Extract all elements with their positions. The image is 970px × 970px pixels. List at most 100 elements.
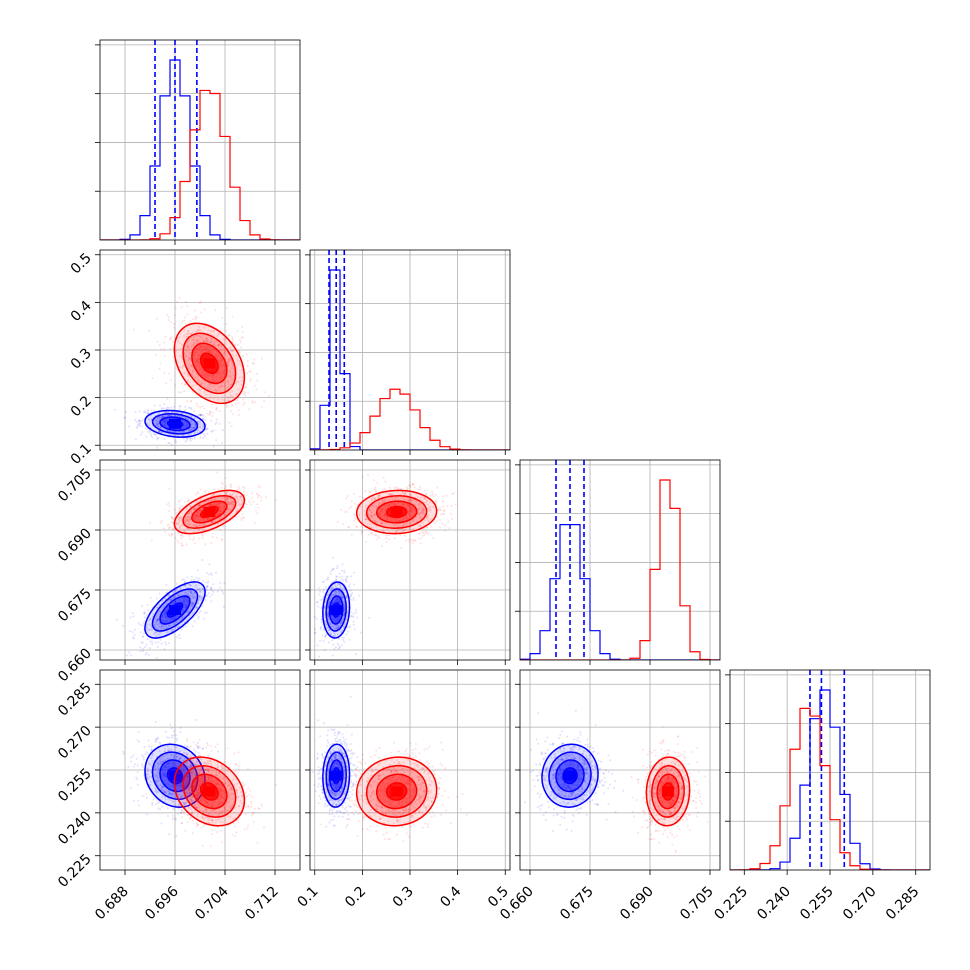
- scatter-point: [203, 308, 206, 311]
- scatter-point: [215, 503, 218, 506]
- scatter-point: [198, 537, 201, 540]
- scatter-point: [232, 491, 235, 494]
- scatter-point: [164, 615, 167, 618]
- scatter-point: [343, 571, 346, 574]
- scatter-point: [208, 387, 211, 390]
- scatter-point: [350, 593, 353, 596]
- scatter-point: [187, 616, 190, 619]
- scatter-point: [203, 799, 206, 802]
- scatter-point: [223, 490, 226, 493]
- scatter-point: [191, 765, 194, 768]
- scatter-point: [218, 505, 221, 508]
- scatter-point: [218, 510, 221, 513]
- scatter-point: [183, 329, 186, 332]
- scatter-point: [204, 808, 207, 811]
- scatter-point: [400, 487, 403, 490]
- scatter-point: [180, 811, 183, 814]
- scatter-point: [316, 601, 319, 604]
- scatter-point: [184, 409, 187, 412]
- scatter-point: [207, 499, 210, 502]
- scatter-point: [339, 586, 342, 589]
- scatter-point: [185, 781, 188, 784]
- scatter-point: [189, 420, 192, 423]
- scatter-point: [196, 518, 199, 521]
- scatter-point: [199, 414, 202, 417]
- scatter-point: [227, 399, 230, 402]
- scatter-point: [224, 477, 227, 480]
- scatter-point: [204, 373, 207, 376]
- scatter-point: [181, 434, 184, 437]
- scatter-point: [193, 536, 196, 539]
- scatter-point: [418, 504, 421, 507]
- scatter-point: [180, 588, 183, 591]
- scatter-point: [239, 341, 242, 344]
- scatter-point: [185, 437, 188, 440]
- scatter-point: [413, 508, 416, 511]
- scatter-point: [239, 495, 242, 498]
- scatter-point: [164, 621, 167, 624]
- scatter-point: [232, 503, 235, 506]
- scatter-point: [218, 363, 221, 366]
- scatter-point: [186, 305, 189, 308]
- scatter-point: [375, 506, 378, 509]
- scatter-point: [214, 520, 217, 523]
- scatter-point: [167, 793, 170, 796]
- scatter-point: [340, 619, 343, 622]
- scatter-point: [163, 403, 166, 406]
- scatter-point: [214, 380, 217, 383]
- scatter-point: [220, 345, 223, 348]
- scatter-point: [237, 401, 240, 404]
- scatter-point: [201, 559, 204, 562]
- scatter-point: [165, 583, 168, 586]
- scatter-point: [350, 575, 353, 578]
- scatter-point: [200, 350, 203, 353]
- scatter-point: [195, 614, 198, 617]
- scatter-point: [193, 608, 196, 611]
- scatter-point: [229, 503, 232, 506]
- scatter-point: [196, 361, 199, 364]
- scatter-point: [425, 500, 428, 503]
- scatter-point: [378, 501, 381, 504]
- scatter-point: [240, 336, 243, 339]
- scatter-point: [174, 596, 177, 599]
- scatter-point: [158, 763, 161, 766]
- scatter-point: [193, 517, 196, 520]
- scatter-point: [384, 505, 387, 508]
- scatter-point: [370, 497, 373, 500]
- scatter-point: [165, 765, 168, 768]
- scatter-point: [414, 510, 417, 513]
- scatter-point: [341, 596, 344, 599]
- scatter-point: [345, 580, 348, 583]
- scatter-point: [191, 625, 194, 628]
- scatter-point: [186, 515, 189, 518]
- scatter-point: [188, 510, 191, 513]
- scatter-point: [178, 807, 181, 810]
- scatter-point: [151, 760, 154, 763]
- scatter-point: [180, 822, 183, 825]
- scatter-point: [180, 765, 183, 768]
- scatter-point: [337, 619, 340, 622]
- scatter-point: [179, 586, 182, 589]
- scatter-point: [157, 430, 160, 433]
- scatter-point: [195, 525, 198, 528]
- scatter-point: [188, 516, 191, 519]
- scatter-point: [235, 494, 238, 497]
- scatter-point: [163, 604, 166, 607]
- scatter-point: [196, 375, 199, 378]
- scatter-point: [190, 332, 193, 335]
- scatter-point: [348, 585, 351, 588]
- scatter-point: [352, 620, 355, 623]
- scatter-point: [223, 350, 226, 353]
- scatter-point: [154, 623, 157, 626]
- scatter-point: [147, 778, 150, 781]
- scatter-point: [221, 538, 224, 541]
- scatter-point: [209, 419, 212, 422]
- scatter-point: [417, 524, 420, 527]
- scatter-point: [172, 431, 175, 434]
- scatter-point: [144, 646, 147, 649]
- scatter-point: [208, 351, 211, 354]
- scatter-point: [229, 502, 232, 505]
- scatter-point: [142, 650, 145, 653]
- scatter-point: [158, 344, 161, 347]
